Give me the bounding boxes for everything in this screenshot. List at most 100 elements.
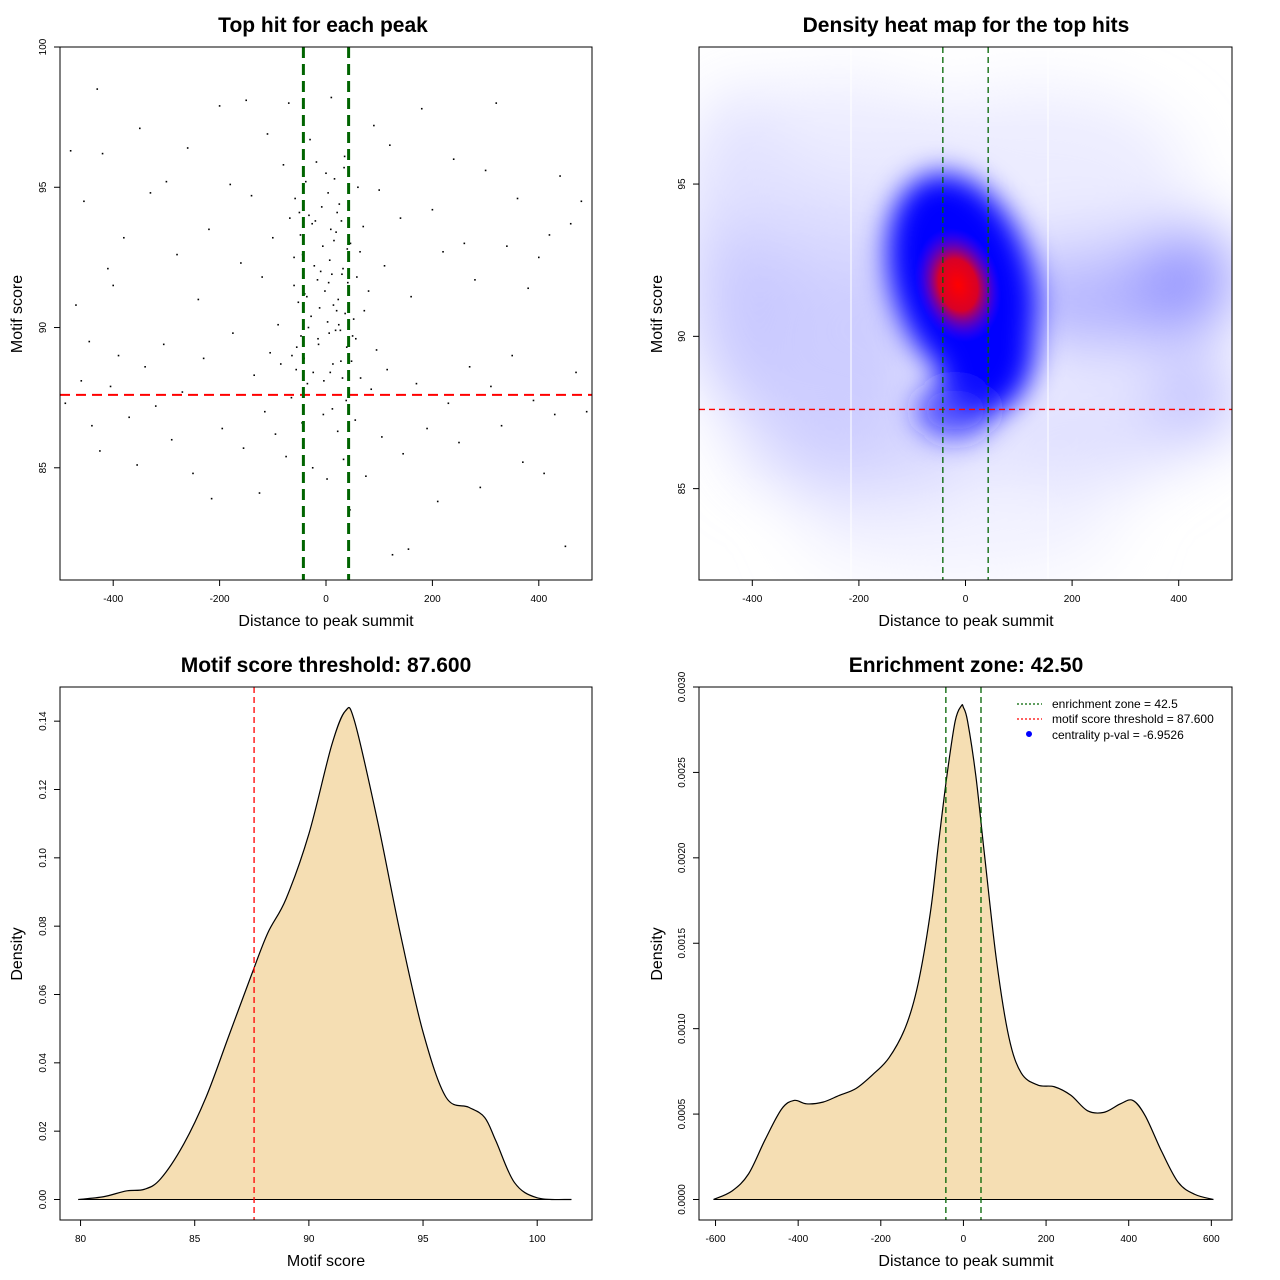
y-tick-label: 0.0000 <box>677 1184 688 1215</box>
scatter-point <box>328 259 331 261</box>
scatter-frame <box>59 46 593 581</box>
scatter-point <box>112 284 114 287</box>
scatter-point <box>330 96 333 99</box>
scatter-point <box>452 158 455 161</box>
scatter-point <box>162 343 165 346</box>
scatter-point <box>279 363 282 365</box>
scatter-point <box>221 427 224 430</box>
distance-density-curve <box>713 704 1214 1201</box>
scatter-point <box>363 309 366 312</box>
scatter-point <box>274 433 277 435</box>
scatter-point <box>458 441 460 444</box>
scatter-point <box>354 337 357 340</box>
scatter-point <box>277 323 279 326</box>
scatter-point <box>101 152 104 155</box>
scatter-point <box>332 363 334 365</box>
scatter-point <box>327 192 329 194</box>
score-density-ticks: 80 85 90 95 100 0.00 0.02 0.04 0.06 0.08 0.10 0.12 0… <box>38 711 546 1245</box>
scatter-point <box>340 360 342 362</box>
scatter-point <box>575 371 577 374</box>
y-tick-label: 0.12 <box>38 779 49 799</box>
x-tick-label: -400 <box>788 1234 808 1245</box>
scatter-point <box>331 408 334 410</box>
scatter-point <box>325 172 327 175</box>
scatter-point <box>107 267 109 270</box>
scatter-point <box>316 279 319 281</box>
scatter-point <box>322 245 324 247</box>
scatter-point <box>80 380 83 382</box>
scatter-point <box>337 323 340 326</box>
scatter-point <box>295 346 298 348</box>
scatter-point <box>311 466 314 469</box>
scatter-point <box>328 332 330 334</box>
scatter-point <box>306 295 308 298</box>
scatter-point <box>99 450 101 452</box>
x-tick-label: -200 <box>871 1234 891 1245</box>
scatter-point <box>323 380 325 382</box>
heatmap-title: Density heat map for the top hits <box>803 14 1130 37</box>
scatter-point <box>516 197 519 200</box>
scatter-point <box>346 248 349 250</box>
scatter-point <box>318 307 321 309</box>
heatmap-ticks: -400 -200 0 200 400 85 90 95 <box>677 178 1187 605</box>
scatter-point <box>548 234 551 236</box>
score-density-frame <box>59 686 593 1221</box>
scatter-point <box>245 99 247 102</box>
panel-heatmap: Density heat map for the top hits <box>649 14 1233 630</box>
x-tick-label: 200 <box>1064 594 1081 605</box>
scatter-point <box>258 492 261 494</box>
scatter-point <box>218 105 221 107</box>
y-tick-label: 0.0025 <box>677 757 688 788</box>
scatter-point <box>349 242 352 245</box>
scatter-point <box>313 265 316 267</box>
scatter-point <box>543 472 545 475</box>
y-tick-label: 0.06 <box>38 984 49 1004</box>
scatter-point <box>269 351 271 354</box>
scatter-point <box>176 253 178 256</box>
y-tick-label: 0.0010 <box>677 1013 688 1044</box>
legend-pval-label: centrality p-val = -6.9526 <box>1052 728 1184 742</box>
scatter-point <box>474 279 476 281</box>
scatter-xlabel: Distance to peak summit <box>238 613 414 630</box>
x-tick-label: -200 <box>849 594 869 605</box>
y-tick-label: 0.08 <box>38 916 49 936</box>
scatter-point <box>266 133 269 135</box>
scatter-point <box>208 228 210 231</box>
scatter-point <box>197 298 200 301</box>
distance-density-ticks: -600 -400 -200 0 200 400 600 0.0000 0.0005 0.0010… <box>677 671 1220 1245</box>
scatter-point <box>300 335 302 337</box>
scatter-point <box>553 413 556 416</box>
scatter-point <box>342 267 344 270</box>
scatter-point <box>415 382 418 385</box>
scatter-point <box>336 430 339 433</box>
scatter-point <box>333 178 336 180</box>
scatter-point <box>144 366 146 368</box>
scatter-point <box>310 315 312 318</box>
scatter-point <box>370 388 373 391</box>
scatter-point <box>154 405 157 407</box>
scatter-point <box>367 290 370 292</box>
scatter-point <box>350 360 353 362</box>
scatter-point <box>378 189 380 191</box>
scatter-point <box>324 290 326 292</box>
scatter-point <box>75 304 77 306</box>
scatter-point <box>354 419 357 421</box>
score-density-title: Motif score threshold: 87.600 <box>181 654 472 677</box>
scatter-point <box>295 368 298 371</box>
scatter-point <box>340 220 343 222</box>
scatter-point <box>320 206 323 208</box>
scatter-point <box>123 236 125 239</box>
scatter-point <box>333 239 335 242</box>
scatter-point <box>309 138 311 141</box>
y-tick-label: 0.00 <box>38 1189 49 1209</box>
x-tick-label: 0 <box>963 594 969 605</box>
scatter-point <box>345 346 348 348</box>
score-density-marks <box>78 687 572 1220</box>
scatter-point <box>538 256 540 259</box>
scatter-point <box>334 329 337 332</box>
scatter-point <box>149 192 152 194</box>
scatter-point <box>69 149 72 152</box>
scatter-point <box>83 200 85 203</box>
x-tick-label: 0 <box>323 594 329 605</box>
